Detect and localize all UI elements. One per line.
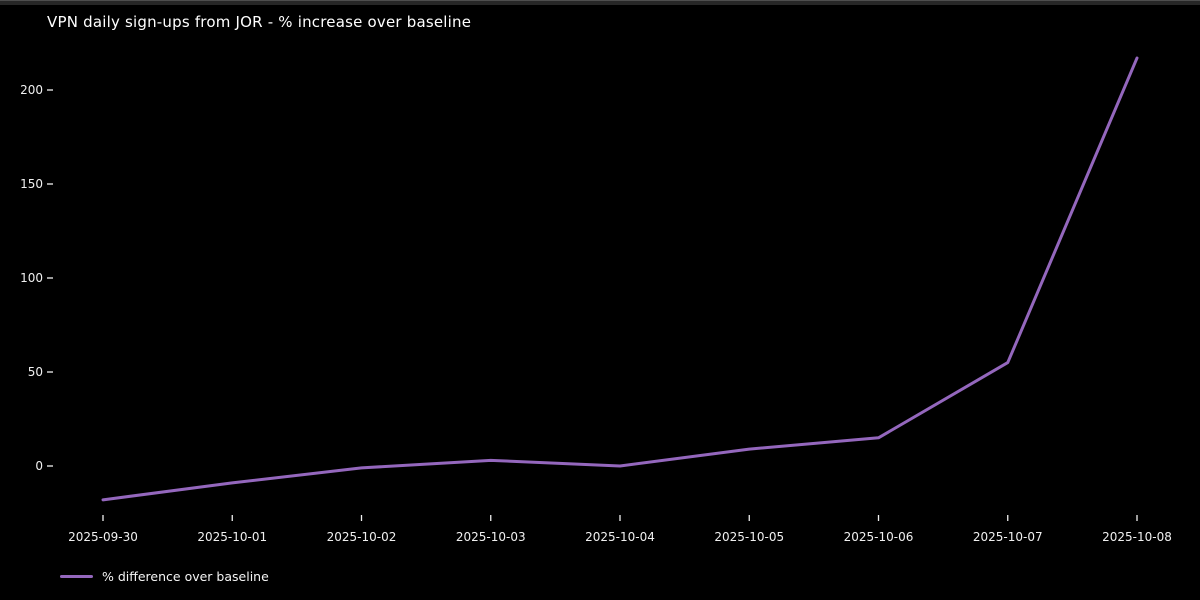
y-tick-label: 100 — [20, 271, 43, 285]
y-tick-label: 50 — [28, 365, 43, 379]
x-tick-label: 2025-10-05 — [714, 530, 784, 544]
chart-title: VPN daily sign-ups from JOR - % increase… — [47, 13, 472, 31]
legend-line-swatch — [60, 575, 93, 578]
x-tick-label: 2025-09-30 — [68, 530, 138, 544]
x-tick-label: 2025-10-01 — [197, 530, 267, 544]
x-tick-label: 2025-10-07 — [973, 530, 1043, 544]
data-series-line — [101, 56, 1139, 502]
y-tick-label: 150 — [20, 177, 43, 191]
legend-label: % difference over baseline — [102, 569, 269, 584]
window-top-edge — [0, 0, 1200, 5]
y-tick-label: 0 — [35, 459, 43, 473]
x-tick-label: 2025-10-06 — [844, 530, 914, 544]
x-tick-label: 2025-10-02 — [327, 530, 397, 544]
legend: % difference over baseline — [60, 569, 269, 584]
x-tick-label: 2025-10-08 — [1102, 530, 1172, 544]
y-tick-label: 200 — [20, 83, 43, 97]
x-tick-label: 2025-10-03 — [456, 530, 526, 544]
x-tick-label: 2025-10-04 — [585, 530, 655, 544]
